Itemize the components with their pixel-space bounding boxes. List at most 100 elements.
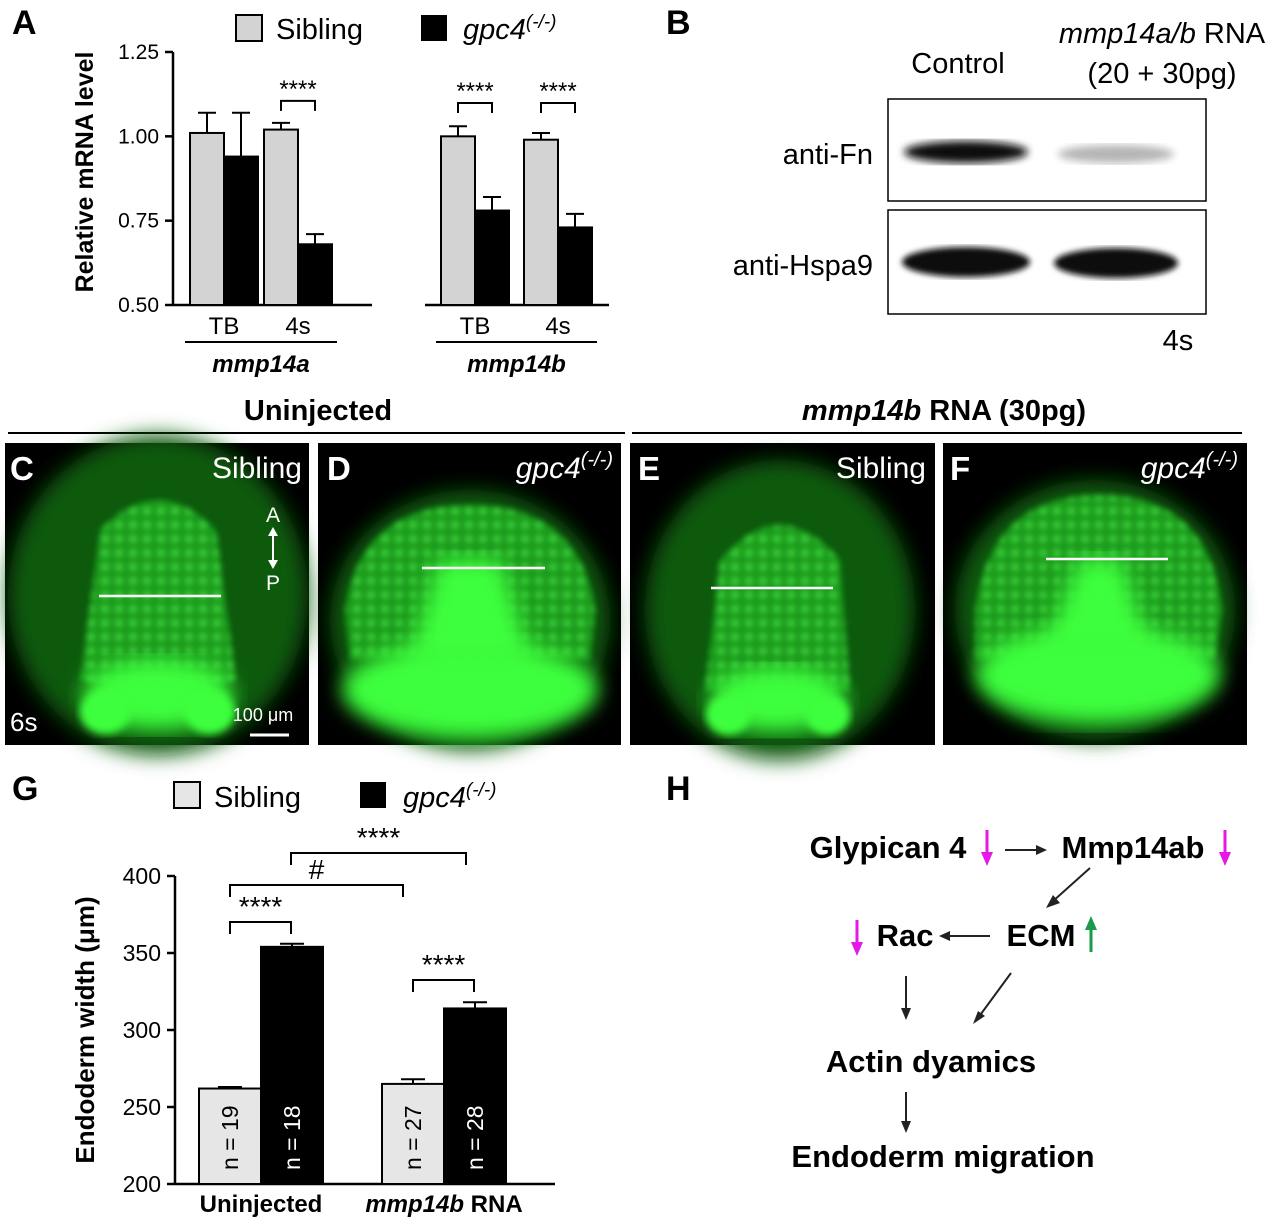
down-arrow-icon (851, 920, 863, 956)
node-mmp14ab: Mmp14ab (1062, 830, 1205, 865)
y-tick-label-g: 200 (123, 1171, 161, 1197)
node-migration: Endoderm migration (791, 1139, 1094, 1174)
arrow-left-icon (939, 931, 990, 941)
panel-letter-b: B (666, 4, 691, 42)
sig-label: **** (539, 78, 576, 105)
bar-Sibling-0 (198, 1087, 262, 1186)
sig-bracket-sibling-label: # (309, 854, 325, 885)
tile-letter-d: D (327, 450, 351, 487)
sig-bracket-rna-label: **** (422, 949, 466, 980)
legend-mutant-swatch (421, 15, 447, 41)
y-tick-label-a: 1.25 (118, 41, 159, 64)
arrow-down-icon (901, 1092, 911, 1133)
bar-mmp14a-TB-sibling (189, 131, 225, 306)
tile-letter-e: E (638, 450, 660, 487)
blot-col-rna: mmp14a/b RNA (1059, 18, 1266, 50)
panel-letter-a: A (12, 4, 37, 42)
panel-h: H Glypican 4 Mmp14ab Rac ECM (666, 770, 1231, 1174)
node-ecm: ECM (1007, 918, 1076, 953)
bar-gpc4(-/-)-1 (443, 1007, 507, 1185)
y-tick-label-g: 350 (123, 940, 161, 966)
band-hspa9-control (902, 247, 1030, 277)
band-hspa9-rna (1054, 248, 1178, 278)
bar-mmp14b-TB-sibling (440, 135, 476, 306)
legend-sibling-label: Sibling (276, 14, 363, 46)
arrow-down-icon (901, 976, 911, 1020)
sig-label: **** (456, 78, 493, 105)
bar-mmp14a-TB-mutant (223, 155, 259, 306)
y-tick-label-g: 400 (123, 863, 161, 889)
arrow-diagonal-icon (973, 972, 1012, 1024)
y-tick-label-a: 0.50 (118, 294, 159, 317)
legend-g-mutant-label: gpc4(-/-) (403, 780, 496, 814)
band-fn-control (904, 141, 1028, 163)
legend-g-sibling-label: Sibling (214, 782, 301, 814)
legend-g-sibling-swatch (173, 781, 201, 809)
legend-g-mutant-swatch (360, 782, 386, 808)
panel-a: A Sibling gpc4(-/-) Relative mRNA level … (12, 4, 609, 378)
y-tick-label-g: 300 (123, 1017, 161, 1043)
sig-label: **** (279, 76, 316, 103)
group-label-mmp14a: mmp14a (212, 351, 309, 378)
x-tick-label-a: TB (460, 313, 491, 340)
header-rna: mmp14b RNA (30pg) (802, 395, 1086, 427)
bar-mmp14b-4s-mutant (557, 226, 593, 306)
panel-g: G Sibling gpc4(-/-) Endoderm width (μm) … (12, 770, 555, 1218)
node-glypican: Glypican 4 (810, 830, 968, 865)
y-tick-label-a: 1.00 (118, 125, 159, 148)
arrow-diagonal-icon (1046, 867, 1091, 908)
x-tick-label-a: 4s (545, 313, 570, 340)
blot-col-dose: (20 + 30pg) (1087, 58, 1236, 90)
x-tick-label-g: Uninjected (200, 1191, 323, 1218)
tile-letter-f: F (950, 450, 970, 487)
blot-col-control: Control (911, 48, 1005, 80)
tile-letter-c: C (10, 450, 34, 487)
down-arrow-icon (981, 830, 993, 866)
panel-letter-h: H (666, 770, 691, 808)
legend-mutant-label: gpc4(-/-) (463, 12, 556, 46)
node-rac: Rac (877, 918, 934, 953)
y-tick-label-g: 250 (123, 1094, 161, 1120)
sig-bracket (540, 102, 576, 113)
panel-letter-g: G (12, 770, 38, 808)
panel-b: B Control mmp14a/b RNA (20 + 30pg) anti-… (666, 4, 1266, 357)
image-tile-d: D gpc4(-/-) (318, 443, 621, 750)
sig-bracket-sibling (229, 884, 404, 897)
x-tick-label-a: TB (209, 313, 240, 340)
n-label: n = 19 (217, 1105, 243, 1170)
legend-a: Sibling gpc4(-/-) (235, 12, 556, 46)
node-actin: Actin dyamics (826, 1044, 1036, 1079)
bar-gpc4(-/-)-0 (260, 945, 324, 1186)
x-tick-label-g: mmp14b RNA (365, 1191, 522, 1218)
sig-bracket (457, 102, 493, 113)
sig-bracket-mutant (290, 852, 467, 865)
blot-stage-label: 4s (1163, 325, 1194, 357)
legend-g: Sibling gpc4(-/-) (173, 780, 496, 814)
tile-stage-label: 6s (10, 707, 37, 737)
blot-row-hspa9: anti-Hspa9 (733, 250, 873, 282)
sig-bracket-uninjected-label: **** (239, 891, 283, 922)
y-axis-label-a: Relative mRNA level (71, 52, 99, 293)
y-tick-label-a: 0.75 (118, 210, 159, 233)
chart-a: 0.50 0.75 1.00 1.25 TB 4s **** mmp14a TB **** 4s **… (118, 41, 609, 378)
bar-mmp14a-4s-sibling (263, 128, 299, 306)
bar-mmp14b-TB-mutant (474, 209, 510, 306)
x-tick-label-a: 4s (285, 313, 310, 340)
scale-bar-label: 100 μm (233, 705, 293, 725)
header-uninjected: Uninjected (244, 395, 392, 427)
y-axis-label-g: Endoderm width (μm) (70, 896, 100, 1163)
tile-label-c: Sibling (212, 452, 302, 485)
sig-bracket (280, 99, 316, 111)
n-label: n = 28 (462, 1105, 488, 1170)
tile-label-e: Sibling (836, 452, 926, 485)
tile-label-f: gpc4(-/-) (1141, 449, 1238, 485)
bar-mmp14a-4s-mutant (297, 243, 333, 306)
sig-bracket-rna (412, 979, 475, 992)
tile-label-d: gpc4(-/-) (516, 449, 613, 485)
sig-bracket-uninjected (229, 921, 292, 934)
image-tile-c: C Sibling A P 6s 100 μm (5, 435, 309, 755)
band-fn-rna (1058, 145, 1174, 163)
chart-g: 200 250 300 350 400 n = 19 n = 18 Uninjected n =… (123, 822, 555, 1218)
axis-p-label: P (266, 572, 280, 595)
